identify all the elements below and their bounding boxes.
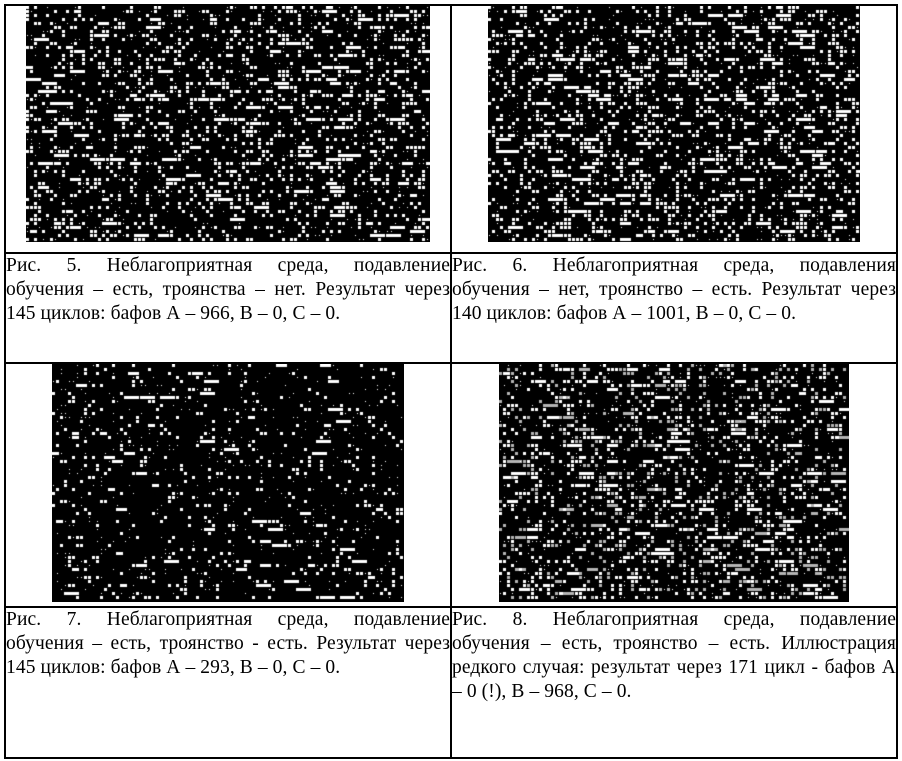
figure-7-caption-cell: Рис. 7. Неблагоприятная среда, подавлени… [4, 606, 452, 759]
figure-6-simulation-image [488, 6, 860, 242]
figure-7-simulation-image [52, 364, 404, 602]
figure-8-caption-cell: Рис. 8. Неблагоприятная среда, подавлени… [450, 606, 898, 759]
figure-8-simulation-image [499, 364, 849, 602]
figure-5-simulation-image [26, 6, 430, 242]
figure-6-image-cell [450, 4, 898, 254]
figure-5-caption: Рис. 5. Неблагоприятная среда, подавлени… [6, 255, 450, 324]
figure-8-caption: Рис. 8. Неблагоприятная среда, подавлени… [452, 609, 896, 702]
figure-5-image-cell [4, 4, 452, 254]
figures-grid: Рис. 5. Неблагоприятная среда, подавлени… [4, 4, 898, 759]
figure-table: Рис. 5. Неблагоприятная среда, подавлени… [4, 4, 898, 759]
figure-7-image-cell [4, 362, 452, 608]
figure-7-caption: Рис. 7. Неблагоприятная среда, подавлени… [6, 609, 450, 678]
figure-5-caption-cell: Рис. 5. Неблагоприятная среда, подавлени… [4, 252, 452, 364]
figure-6-caption: Рис. 6. Неблагоприятная среда, подавлени… [452, 255, 896, 324]
figure-6-caption-cell: Рис. 6. Неблагоприятная среда, подавлени… [450, 252, 898, 364]
figure-8-image-cell [450, 362, 898, 608]
